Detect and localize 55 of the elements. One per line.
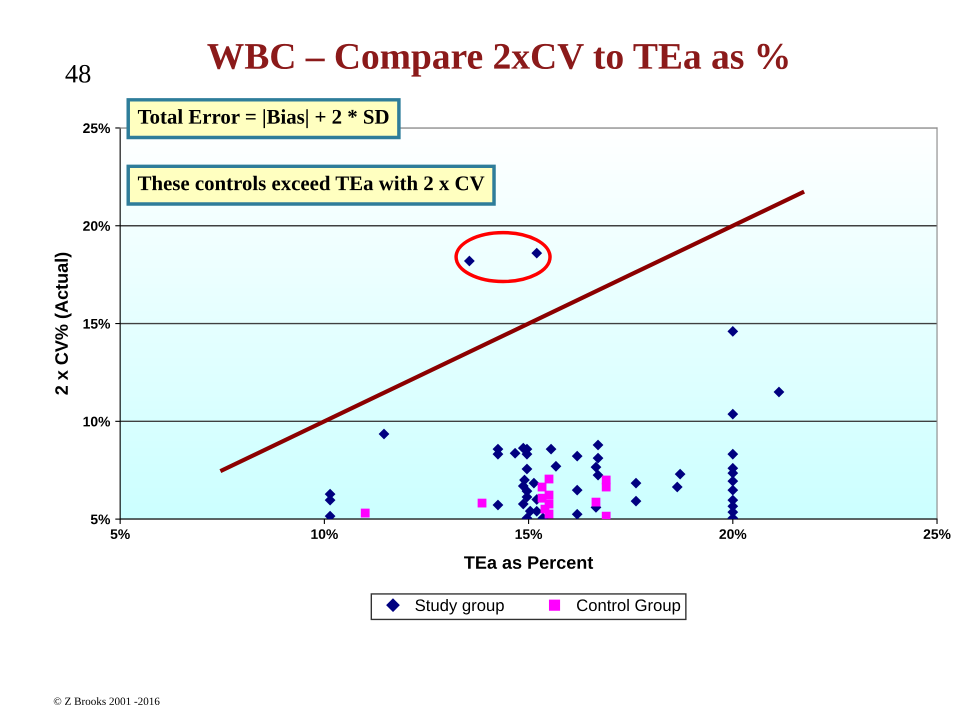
point xyxy=(544,490,554,500)
point xyxy=(592,470,604,480)
point xyxy=(727,448,738,460)
point xyxy=(774,386,784,398)
point xyxy=(531,248,542,259)
y-tick-label: 20% xyxy=(83,221,110,231)
point xyxy=(674,468,686,480)
point xyxy=(538,482,546,492)
point xyxy=(550,460,562,472)
text: © Z Brooks 2001 -2016 xyxy=(54,697,160,706)
legend-label: Study group xyxy=(415,598,504,614)
x-axis-title: TEa as Percent xyxy=(464,556,594,569)
annotation: These controls exceed TEa with 2 x CV xyxy=(138,176,484,190)
x-tick-label: 20% xyxy=(719,529,746,540)
legend-label: Control Group xyxy=(577,598,680,614)
point xyxy=(492,500,504,510)
point xyxy=(572,508,583,520)
point xyxy=(572,450,583,462)
point xyxy=(672,482,683,492)
point xyxy=(528,478,540,489)
point xyxy=(727,408,738,420)
x-tick-label: 5% xyxy=(110,529,130,540)
point xyxy=(572,484,583,496)
y-tick-label: 5% xyxy=(90,514,110,524)
chart-title: WBC – Compare 2xCV to TEa as % xyxy=(207,44,788,77)
x-tick-label: 25% xyxy=(924,529,951,540)
point xyxy=(592,440,604,450)
point xyxy=(546,444,556,454)
point xyxy=(592,498,600,506)
point xyxy=(478,498,486,508)
annotation: Total Error = |Bias| + 2 * SD xyxy=(138,109,389,128)
point xyxy=(522,464,532,474)
point xyxy=(592,452,604,464)
point xyxy=(540,504,550,514)
y-axis-title: 2 x CV% (Actual) xyxy=(54,252,72,395)
point xyxy=(727,326,738,337)
point xyxy=(630,496,642,506)
point xyxy=(360,508,370,518)
point xyxy=(727,484,738,496)
point xyxy=(464,256,475,266)
point xyxy=(510,448,520,459)
point xyxy=(630,478,642,489)
point xyxy=(590,462,602,472)
point xyxy=(378,428,390,440)
y-tick-label: 25% xyxy=(83,123,110,134)
point xyxy=(518,498,529,510)
y-tick-label: 15% xyxy=(84,318,110,329)
x-tick-label: 10% xyxy=(311,529,338,540)
x-tick-label: 15% xyxy=(516,529,542,540)
point xyxy=(544,474,554,484)
text: 48 xyxy=(65,64,90,83)
y-tick-label: 10% xyxy=(84,416,110,426)
point xyxy=(602,512,611,520)
point xyxy=(602,482,611,492)
point xyxy=(727,476,738,487)
